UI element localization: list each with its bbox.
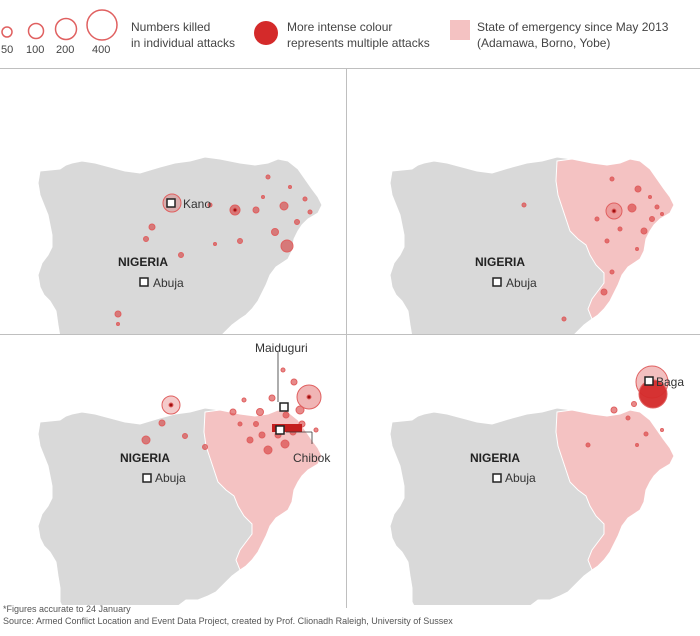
legend-circle-100 xyxy=(27,22,45,40)
nigeria-outline-1 xyxy=(37,156,323,334)
city-label-baga: Baga xyxy=(656,375,684,389)
legend-intensity-caption-line1: More intense colour xyxy=(287,20,393,34)
footnote: *Figures accurate to 24 January xyxy=(3,604,131,614)
city-label-maiduguri: Maiduguri xyxy=(255,341,308,355)
city-marker-kano xyxy=(166,198,176,208)
city-label-chibok: Chibok xyxy=(293,451,331,465)
legend-intensity-caption-line2: represents multiple attacks xyxy=(287,36,430,50)
legend-emergency-caption: State of emergency since May 2013 (Adama… xyxy=(477,19,668,51)
chibok-cluster xyxy=(272,424,302,432)
country-label-2: NIGERIA xyxy=(475,255,525,269)
map-panel-2: NIGERIA Abuja xyxy=(347,69,700,334)
map-panel-4-svg: Baga NIGERIA Abuja xyxy=(389,365,684,605)
map-panel-1: NIGERIA Kano Abuja xyxy=(0,69,346,334)
country-label-1: NIGERIA xyxy=(118,255,168,269)
legend-label-50: 50 xyxy=(1,44,14,56)
legend-emergency-caption-line1: State of emergency since May 2013 xyxy=(477,20,669,34)
country-label-3: NIGERIA xyxy=(120,451,170,465)
city-label-abuja-2: Abuja xyxy=(506,276,537,290)
city-label-abuja-3: Abuja xyxy=(155,471,186,485)
city-marker-maiduguri xyxy=(279,402,289,412)
city-marker-baga xyxy=(644,376,654,386)
city-marker-chibok xyxy=(275,425,285,435)
country-label-4: NIGERIA xyxy=(470,451,520,465)
city-label-abuja-1: Abuja xyxy=(153,276,184,290)
city-marker-abuja-1 xyxy=(139,277,149,287)
legend-size-caption-line2: in individual attacks xyxy=(131,36,236,50)
legend-label-400: 400 xyxy=(92,44,111,56)
legend-label-200: 200 xyxy=(56,44,75,56)
legend-intensity-caption: More intense colour represents multiple … xyxy=(287,19,430,51)
legend-graphics xyxy=(1,9,470,45)
legend-size-caption-line1: Numbers killed xyxy=(131,20,211,34)
map-legend: 50 100 200 400 Numbers killed in individ… xyxy=(0,0,700,68)
city-marker-abuja-2 xyxy=(492,277,502,287)
legend-size-caption: Numbers killed in individual attacks xyxy=(131,19,235,51)
legend-label-100: 100 xyxy=(26,44,45,56)
city-marker-abuja-3 xyxy=(142,473,152,483)
grid-line-vertical xyxy=(346,68,347,608)
attack-markers-3 xyxy=(141,367,322,455)
city-marker-abuja-4 xyxy=(492,473,502,483)
map-panel-4: Baga NIGERIA Abuja xyxy=(347,335,700,605)
legend-emergency-caption-line2: (Adamawa, Borno, Yobe) xyxy=(477,36,611,50)
legend-emergency-swatch xyxy=(450,20,470,40)
attack-markers-2 xyxy=(521,176,664,322)
grid-line-top xyxy=(0,68,700,69)
map-panel-2-svg: NIGERIA Abuja xyxy=(389,156,675,334)
legend-circle-200 xyxy=(54,17,78,41)
map-panel-3-svg: Maiduguri Chibok NIGERIA Abuja xyxy=(37,341,331,605)
legend-circle-400 xyxy=(86,9,118,41)
legend-circle-50 xyxy=(1,26,13,38)
grid-line-middle xyxy=(0,334,700,335)
city-label-kano: Kano xyxy=(183,197,211,211)
map-panel-3: Maiduguri Chibok NIGERIA Abuja xyxy=(0,335,346,605)
source-credit: Source: Armed Conflict Location and Even… xyxy=(3,616,453,626)
city-label-abuja-4: Abuja xyxy=(505,471,536,485)
map-panel-1-svg: NIGERIA Kano Abuja xyxy=(37,156,323,334)
legend-intensity-dot xyxy=(254,21,278,45)
